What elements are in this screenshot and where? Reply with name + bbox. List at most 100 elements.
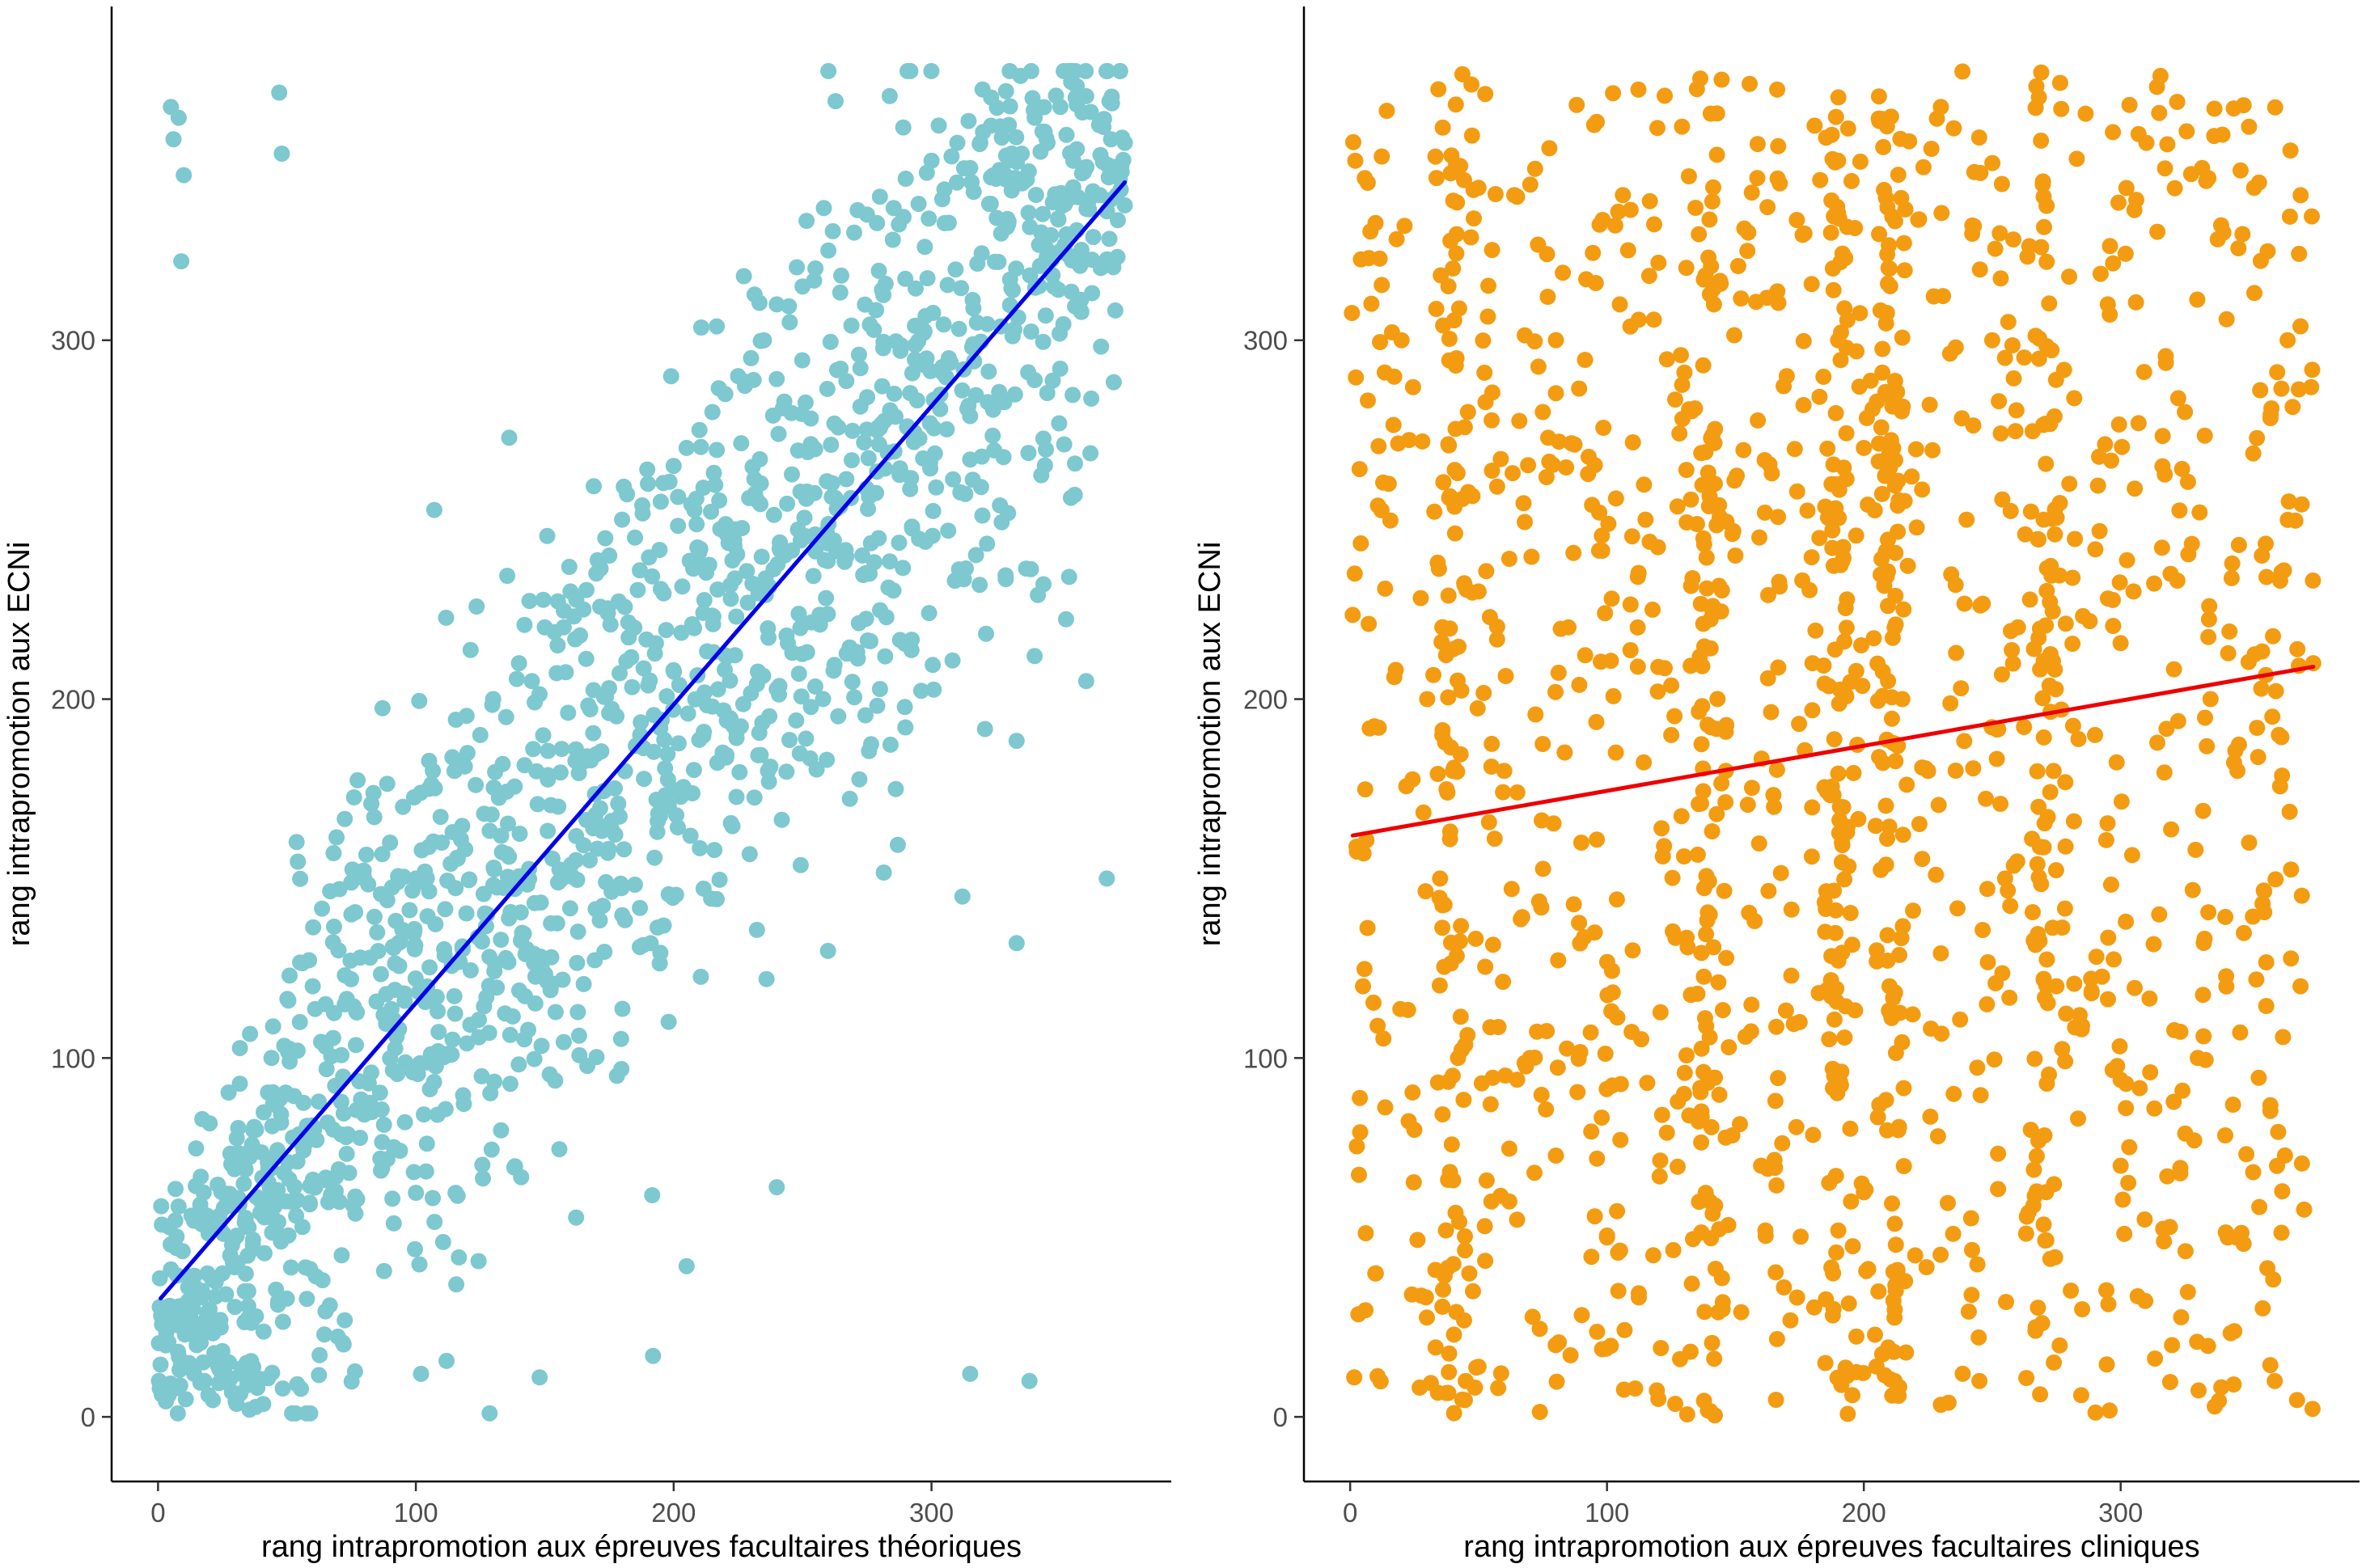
scatter-point bbox=[535, 591, 552, 608]
scatter-point bbox=[1948, 645, 1965, 661]
scatter-point bbox=[2258, 568, 2275, 585]
scatter-point bbox=[2269, 364, 2286, 381]
scatter-point bbox=[2153, 539, 2170, 556]
scatter-point bbox=[569, 954, 586, 971]
scatter-point bbox=[703, 890, 720, 907]
scatter-point bbox=[2105, 124, 2122, 141]
scatter-point bbox=[1361, 615, 1378, 632]
scatter-point bbox=[2129, 1287, 2146, 1304]
scatter-point bbox=[1713, 582, 1730, 599]
scatter-point bbox=[826, 415, 843, 432]
scatter-point bbox=[1994, 491, 2011, 508]
scatter-point bbox=[753, 548, 770, 565]
scatter-point bbox=[1608, 891, 1625, 908]
scatter-point bbox=[336, 1312, 353, 1329]
scatter-point bbox=[236, 1283, 253, 1300]
scatter-point bbox=[1018, 171, 1035, 188]
scatter-point bbox=[1658, 351, 1675, 368]
scatter-point bbox=[1058, 126, 1075, 143]
scatter-point bbox=[2066, 975, 2083, 992]
scatter-point bbox=[1109, 212, 1126, 229]
scatter-point bbox=[2202, 691, 2219, 708]
scatter-point bbox=[1443, 1136, 1460, 1153]
scatter-point bbox=[568, 1209, 585, 1226]
scatter-point bbox=[1534, 404, 1551, 421]
scatter-point bbox=[1990, 1145, 2007, 1162]
scatter-point bbox=[204, 1320, 220, 1337]
scatter-point bbox=[1918, 1259, 1935, 1275]
scatter-point bbox=[1644, 601, 1661, 618]
scatter-point bbox=[473, 1067, 490, 1084]
y-axis-title: rang intrapromotion aux ECNi bbox=[2, 542, 36, 947]
scatter-point bbox=[239, 1310, 256, 1327]
scatter-point bbox=[375, 1262, 392, 1279]
scatter-point bbox=[308, 1131, 325, 1148]
scatter-point bbox=[1650, 254, 1667, 271]
scatter-point bbox=[1952, 1011, 1969, 1028]
scatter-point bbox=[578, 748, 595, 765]
scatter-point bbox=[2136, 1211, 2153, 1228]
scatter-point bbox=[407, 1240, 423, 1257]
scatter-point bbox=[875, 333, 892, 350]
scatter-point bbox=[228, 1130, 245, 1147]
scatter-point bbox=[2250, 749, 2267, 766]
scatter-point bbox=[1653, 1340, 1670, 1356]
scatter-point bbox=[1037, 307, 1054, 324]
scatter-point bbox=[1503, 881, 1520, 898]
scatter-point bbox=[2195, 802, 2212, 819]
scatter-point bbox=[1060, 568, 1077, 585]
scatter-point bbox=[852, 398, 869, 415]
scatter-point bbox=[2026, 1050, 2043, 1067]
scatter-point bbox=[1345, 133, 1361, 150]
scatter-point bbox=[1492, 450, 1509, 467]
scatter-point bbox=[533, 1038, 550, 1054]
scatter-point bbox=[1035, 333, 1052, 350]
scatter-point bbox=[887, 780, 904, 797]
scatter-point bbox=[1867, 818, 1884, 835]
scatter-point bbox=[1922, 1108, 1939, 1125]
scatter-point bbox=[153, 1198, 170, 1215]
scatter-point bbox=[549, 593, 566, 610]
scatter-point bbox=[510, 655, 527, 672]
scatter-point bbox=[995, 449, 1012, 466]
scatter-point bbox=[815, 200, 832, 217]
scatter-point bbox=[375, 1116, 392, 1133]
scatter-point bbox=[765, 506, 782, 523]
scatter-point bbox=[819, 473, 836, 490]
scatter-point bbox=[928, 479, 945, 496]
scatter-point bbox=[792, 484, 809, 500]
scatter-point bbox=[2057, 774, 2074, 791]
scatter-point bbox=[1699, 1075, 1716, 1091]
scatter-point bbox=[2028, 78, 2045, 95]
scatter-point bbox=[1602, 653, 1619, 670]
scatter-point bbox=[1585, 244, 1602, 261]
scatter-point bbox=[195, 1354, 212, 1371]
scatter-point bbox=[692, 540, 709, 557]
scatter-point bbox=[796, 509, 813, 526]
scatter-point bbox=[1741, 904, 1758, 921]
scatter-point bbox=[2206, 128, 2223, 145]
x-tick-label: 300 bbox=[909, 1498, 954, 1528]
scatter-point bbox=[1099, 156, 1116, 173]
scatter-point bbox=[933, 191, 950, 208]
scatter-point bbox=[1113, 163, 1130, 180]
scatter-point bbox=[207, 1288, 224, 1305]
scatter-point bbox=[2118, 1100, 2135, 1117]
scatter-point bbox=[2108, 754, 2125, 771]
scatter-point bbox=[1837, 600, 1854, 616]
scatter-point bbox=[1824, 150, 1841, 167]
scatter-point bbox=[226, 1259, 243, 1276]
scatter-point bbox=[1695, 536, 1712, 553]
y-tick-label: 100 bbox=[1243, 1043, 1288, 1073]
scatter-point bbox=[1726, 327, 1742, 344]
scatter-point bbox=[1891, 946, 1907, 963]
scatter-point bbox=[1457, 1037, 1474, 1054]
scatter-point bbox=[997, 82, 1014, 99]
scatter-point bbox=[1824, 1307, 1841, 1324]
scatter-point bbox=[1721, 1039, 1737, 1055]
scatter-point bbox=[2161, 1374, 2178, 1390]
scatter-point bbox=[1475, 332, 1492, 349]
scatter-point bbox=[2304, 1401, 2321, 1418]
scatter-point bbox=[2064, 569, 2081, 586]
scatter-point bbox=[295, 1138, 312, 1155]
